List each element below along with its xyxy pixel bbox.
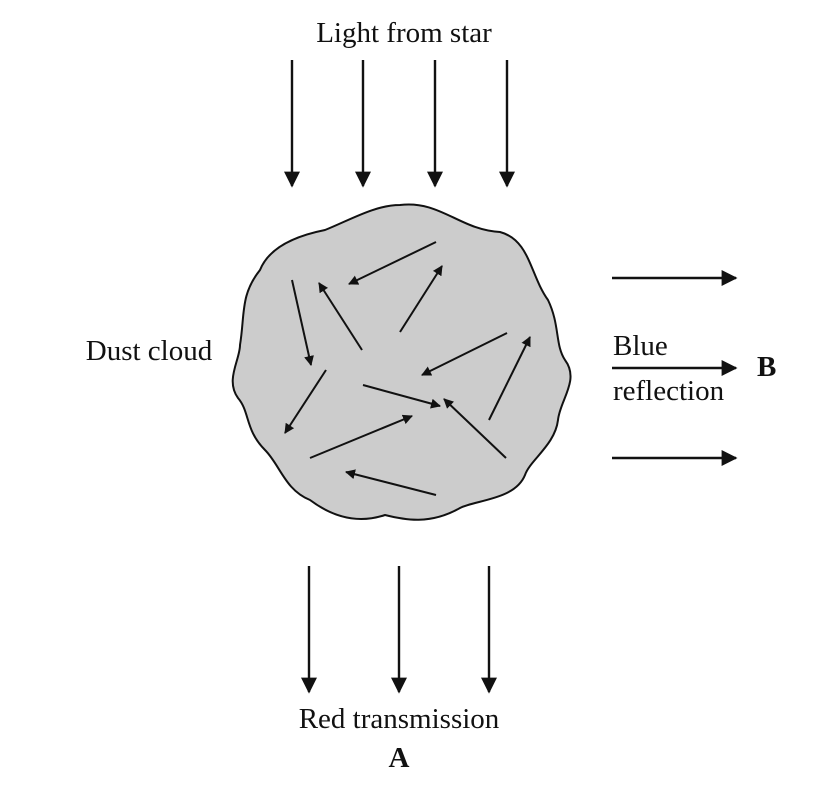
incoming-light-arrows: [284, 60, 515, 188]
reflection-label: reflection: [613, 375, 725, 407]
blue-label: Blue: [613, 330, 668, 362]
scatter-arrow: [443, 398, 507, 459]
scatter-arrow: [291, 279, 314, 366]
reflection-arrows: [612, 270, 738, 466]
scatter-arrow: [399, 265, 443, 333]
light-from-star-label: Light from star: [316, 17, 492, 49]
transmission-arrows: [301, 566, 497, 694]
scatter-arrow: [284, 369, 327, 434]
scatter-arrow: [362, 384, 441, 409]
scatter-arrow: [318, 282, 363, 351]
scattering-arrows: [284, 241, 531, 496]
red-transmission-label: Red transmission: [299, 703, 500, 735]
marker-b: B: [757, 351, 776, 383]
marker-a: A: [389, 742, 410, 774]
dust-cloud-shape: [231, 203, 572, 521]
scatter-arrow: [348, 241, 437, 285]
scatter-arrow: [345, 469, 437, 496]
scatter-arrow: [488, 336, 531, 421]
dust-cloud-label: Dust cloud: [86, 335, 213, 367]
scatter-arrow: [421, 332, 508, 376]
scatter-arrow: [309, 414, 413, 459]
